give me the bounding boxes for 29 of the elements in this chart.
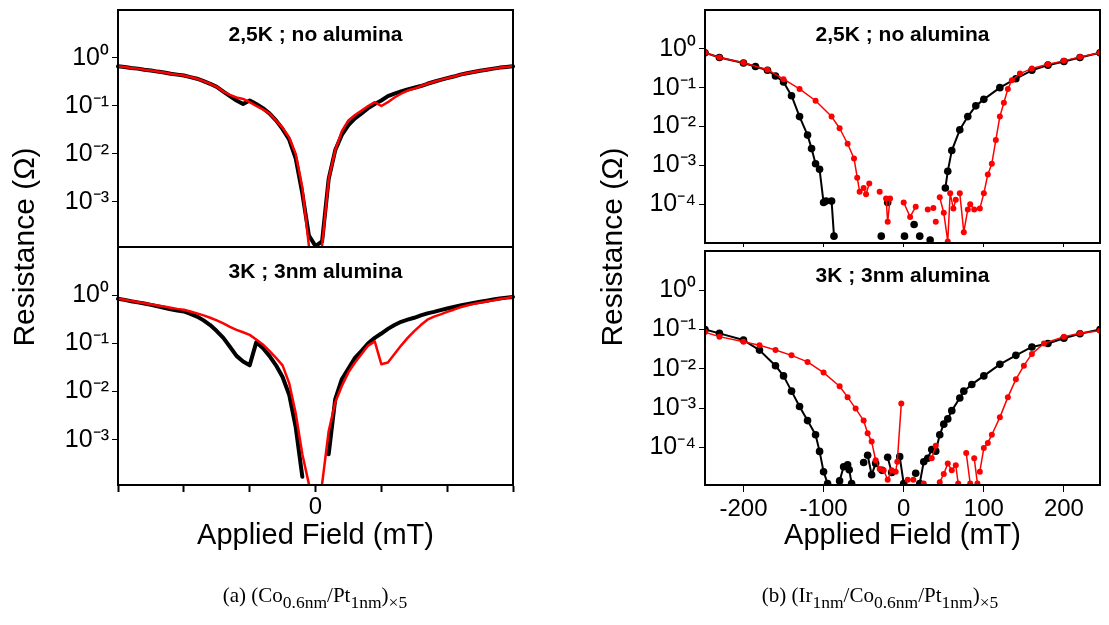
text: 3K ; 3nm alumina bbox=[228, 258, 403, 282]
text: 2,5K ; no alumina bbox=[228, 21, 403, 45]
y-tick-label: 10⁻⁴ bbox=[649, 431, 696, 460]
y-tick-label: 10⁰ bbox=[72, 279, 109, 308]
y-tick-label: 10⁰ bbox=[72, 41, 109, 70]
y-tick-label: 10⁻³ bbox=[651, 149, 696, 178]
text: 3K ; 3nm alumina bbox=[815, 262, 990, 286]
text: 2,5K ; no alumina bbox=[815, 21, 990, 45]
y-tick-label: 10⁰ bbox=[659, 32, 696, 61]
text: (b) (Ir$_{1nm}$/Co$_{0.6nm}$/Pt$_{1nm}$)$_{×5}$ bbox=[761, 583, 999, 613]
y-tick-label: 10⁻² bbox=[651, 110, 696, 139]
y-tick-label: 10⁻³ bbox=[651, 391, 696, 420]
y-tick-label: 10⁰ bbox=[659, 274, 696, 303]
x-axis-title: Applied Field (mT) bbox=[197, 517, 434, 550]
x-tick-label: 200 bbox=[1043, 494, 1084, 522]
y-tick-label: 10⁻³ bbox=[64, 423, 109, 452]
text: (a) (Co$_{0.6nm}$/Pt$_{1nm}$)$_{×5}$ bbox=[222, 583, 408, 613]
y-tick-label: 10⁻² bbox=[64, 375, 109, 404]
y-tick-label: 10⁻³ bbox=[64, 185, 109, 214]
y-tick-label: 10⁻¹ bbox=[651, 313, 696, 342]
y-tick-label: 10⁻¹ bbox=[64, 327, 109, 356]
y-tick-label: 10⁻² bbox=[651, 352, 696, 381]
y-tick-label: 10⁻² bbox=[64, 137, 109, 166]
y-tick-label: 10⁻⁴ bbox=[649, 188, 696, 217]
y-axis-title: Resistance (Ω) bbox=[7, 147, 41, 347]
y-tick-label: 10⁻¹ bbox=[651, 71, 696, 100]
x-tick-label: -200 bbox=[719, 494, 768, 522]
y-axis-title: Resistance (Ω) bbox=[595, 147, 629, 347]
y-tick-label: 10⁻¹ bbox=[64, 89, 109, 118]
